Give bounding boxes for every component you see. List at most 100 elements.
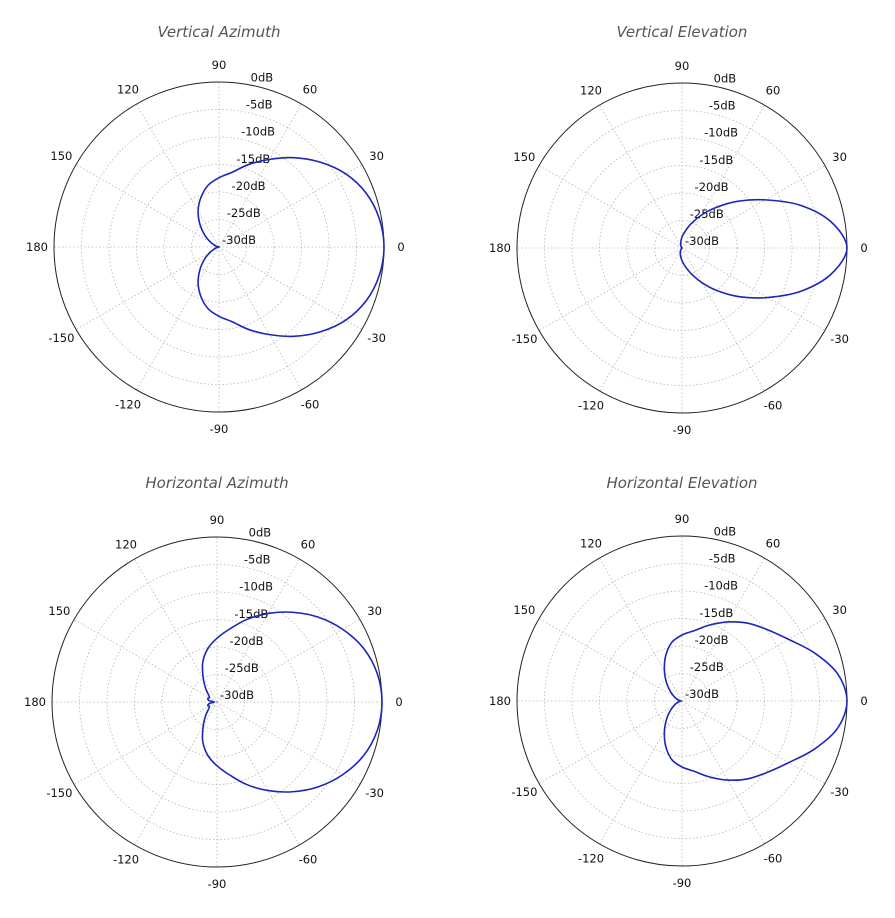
grid-spoke [216,701,300,846]
radial-tick-label: -5dB [709,99,736,113]
angle-tick-label: 150 [50,149,72,163]
radial-tick-label: -30dB [685,687,719,701]
angle-tick-label: 120 [580,536,602,550]
grid-spoke [681,247,826,331]
angle-tick-label: -60 [764,399,783,413]
grid-spoke [136,103,220,248]
chart-horizontal-elevation: Horizontal Elevation 0 30 60 90 120 150 180 -150… [489,474,868,890]
grid-spoke [681,165,826,249]
angle-tick-label: 0 [860,694,867,708]
chart-title: Vertical Azimuth [157,23,280,41]
radial-tick-label: -20dB [695,633,729,647]
angle-tick-label: -90 [673,423,692,437]
radial-tick-label: -10dB [704,579,738,593]
angle-tick-label: -30 [830,332,849,346]
grid-ring [161,646,273,758]
angle-tick-label: 60 [301,537,316,551]
grid-spoke [599,247,683,392]
grid-ring [654,673,710,729]
angle-tick-label: -150 [511,785,537,799]
grid-spoke [75,164,220,248]
angle-tick-label: -150 [46,786,72,800]
radial-tick-label: -15dB [699,606,733,620]
grid-spoke [538,618,683,702]
grid-spoke [136,246,220,391]
angle-tick-label: 180 [489,241,511,255]
angle-tick-label: 0 [860,241,867,255]
grid-spoke [75,246,220,330]
grid-spoke [599,104,683,249]
grid-spoke [681,700,826,784]
angle-tick-label: -150 [48,331,74,345]
grid-spoke [216,701,361,785]
radial-tick-label: -15dB [234,607,268,621]
pattern-trace [663,620,848,782]
grid-ring [108,136,330,358]
angle-tick-label: -120 [578,399,604,413]
grid-spoke [73,701,218,785]
grid-ring [654,220,710,276]
grid-spoke [599,700,683,845]
chart-vertical-azimuth: Vertical Azimuth 0 30 60 90 120 150 180 -150 -120… [26,23,405,436]
grid-ring [571,590,793,812]
grid-spoke [599,557,683,702]
chart-title: Horizontal Elevation [606,474,757,492]
grid-ring [191,219,247,275]
radial-tick-label: -5dB [244,553,271,567]
radial-tick-label: 0dB [714,525,737,539]
grid-ring [163,191,275,303]
chart-title: Horizontal Azimuth [145,474,288,492]
radial-tick-label: 0dB [249,526,272,540]
angle-tick-label: 90 [675,512,690,526]
pattern-trace [201,611,383,793]
angle-tick-label: 180 [24,695,46,709]
grid-spoke [73,619,218,703]
radial-tick-label: -25dB [227,206,261,220]
angle-tick-label: 120 [115,537,137,551]
grid-ring [626,192,738,304]
radial-tick-label: -20dB [232,179,266,193]
grid-spoke [218,246,363,330]
angle-tick-label: 30 [367,604,382,618]
radial-tick-label: -30dB [220,688,254,702]
angle-tick-label: 150 [48,604,70,618]
chart-vertical-elevation: Vertical Elevation 0 30 60 90 120 150 180 -150 -1… [489,23,868,437]
radial-tick-label: -25dB [690,660,724,674]
grid-ring [189,674,245,730]
grid-spoke [538,700,683,784]
grid-ring [626,645,738,757]
radial-tick-label: -15dB [699,153,733,167]
radial-tick-label: -10dB [241,125,275,139]
radial-tick-label: 0dB [714,72,737,86]
radial-tick-label: -10dB [239,580,273,594]
radial-tick-label: -5dB [246,98,273,112]
radial-tick-label: -15dB [236,152,270,166]
angle-tick-label: 60 [303,82,318,96]
grid-ring [571,137,793,359]
angle-tick-label: -30 [830,785,849,799]
grid-spoke [218,164,363,248]
radial-tick-label: -20dB [695,180,729,194]
grid-spoke [681,700,765,845]
grid-spoke [134,558,218,703]
grid-spoke [681,618,826,702]
angle-tick-label: 90 [675,59,690,73]
angle-tick-label: -120 [115,398,141,412]
grid-spoke [134,701,218,846]
angle-tick-label: -60 [764,852,783,866]
grid-spoke [681,557,765,702]
angle-tick-label: 120 [580,83,602,97]
grid-spoke [538,165,683,249]
angle-tick-label: 0 [397,240,404,254]
angle-tick-label: 120 [117,82,139,96]
pattern-trace [679,198,848,299]
angle-tick-label: -30 [367,331,386,345]
grid-spoke [216,619,361,703]
angle-tick-label: -60 [299,853,318,867]
radial-tick-label: -25dB [690,207,724,221]
radial-tick-label: -30dB [222,233,256,247]
angle-tick-label: 180 [489,694,511,708]
angle-tick-label: -90 [208,877,227,891]
angle-tick-label: 150 [513,150,535,164]
chart-horizontal-azimuth: Horizontal Azimuth 0 30 60 90 120 150 180 -150 -1… [24,474,403,891]
